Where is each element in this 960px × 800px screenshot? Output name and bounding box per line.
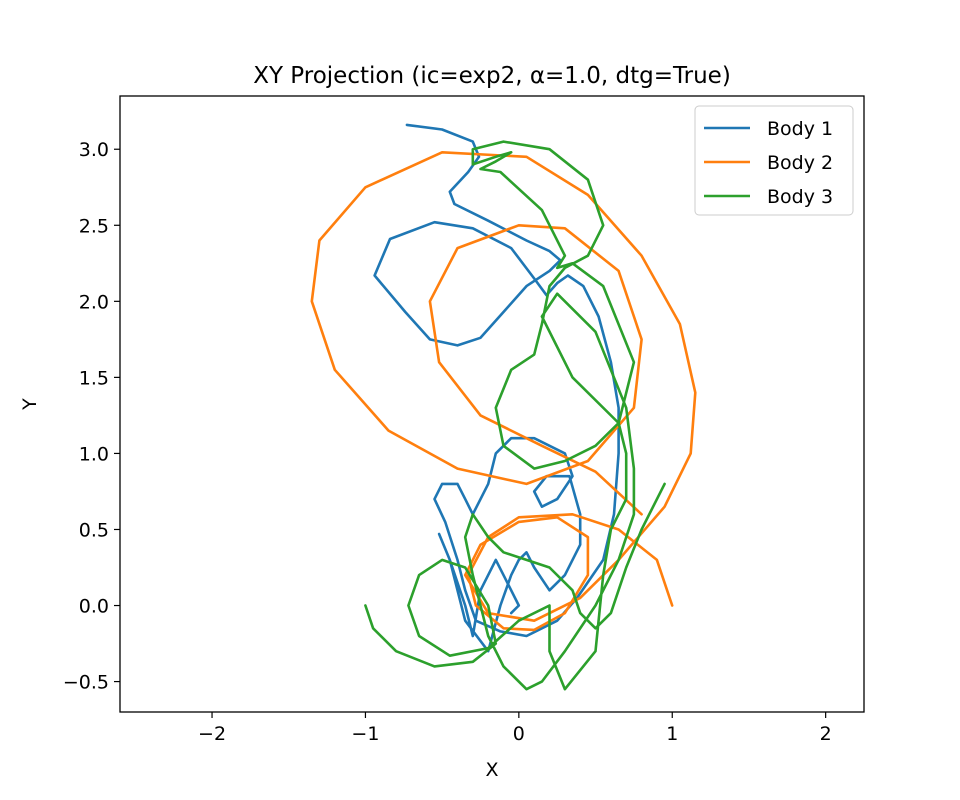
series-layer <box>310 123 697 691</box>
y-tick-label: 1.5 <box>79 367 109 389</box>
series-line-body-2 <box>310 151 697 632</box>
x-axis-ticks: −2 −1 0 1 2 <box>198 712 832 745</box>
x-tick-label: −2 <box>198 723 226 745</box>
y-tick-label: 3.0 <box>79 139 109 161</box>
y-tick-label: 1.0 <box>79 443 109 465</box>
axes-frame <box>119 95 865 713</box>
y-tick-label: 0.0 <box>79 596 109 618</box>
legend-frame <box>694 105 854 216</box>
y-tick-label: 2.5 <box>79 215 109 237</box>
legend-label-body-2: Body 2 <box>767 152 833 174</box>
x-tick-label: 2 <box>820 723 832 745</box>
series-line-body-3 <box>364 140 666 691</box>
y-tick-label: −0.5 <box>63 672 109 694</box>
x-tick-label: 0 <box>513 723 525 745</box>
legend: Body 1 Body 2 Body 3 <box>694 105 854 216</box>
y-axis-ticks: −0.5 0.0 0.5 1.0 1.5 2.0 2.5 3.0 <box>63 139 120 694</box>
series-line-body-1 <box>373 123 620 653</box>
x-tick-label: 1 <box>666 723 678 745</box>
legend-label-body-1: Body 1 <box>767 118 833 140</box>
legend-label-body-3: Body 3 <box>767 186 833 208</box>
x-tick-label: −1 <box>351 723 379 745</box>
chart-title: XY Projection (ic=exp2, α=1.0, dtg=True) <box>253 63 731 89</box>
y-tick-label: 2.0 <box>79 291 109 313</box>
y-tick-label: 0.5 <box>79 519 109 541</box>
x-axis-label: X <box>485 759 498 781</box>
y-axis-label: Y <box>19 398 41 411</box>
